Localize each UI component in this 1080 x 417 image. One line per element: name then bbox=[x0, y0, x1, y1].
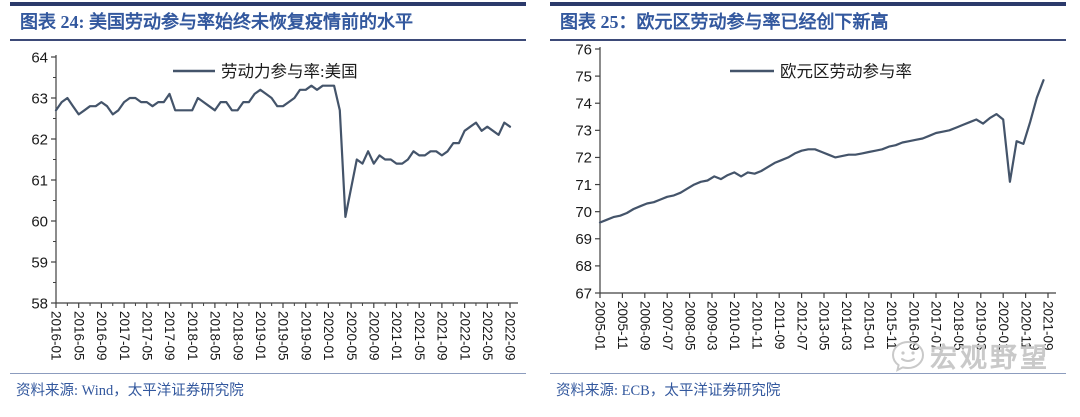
y-tick-label: 63 bbox=[31, 90, 48, 107]
x-tick-label: 2016-09 bbox=[94, 311, 109, 361]
y-tick-label: 62 bbox=[31, 131, 48, 148]
y-tick-label: 75 bbox=[575, 68, 592, 85]
x-tick-label: 2014-03 bbox=[839, 301, 854, 351]
x-tick-label: 2019-03 bbox=[973, 301, 988, 351]
x-tick-label: 2011-09 bbox=[772, 301, 787, 350]
x-tick-label: 2022-01 bbox=[457, 311, 472, 361]
eurozone-labor-participation-chart: 67 68 69 70 71 72 73 74 75 76 2005-01 2005-11 2006-0… bbox=[575, 41, 1056, 350]
x-tick-label: 2018-05 bbox=[208, 311, 223, 361]
figure-25-panel: 图表 25：欧元区劳动参与率已经创下新高 67 68 69 70 71 72 73 74 75 7… bbox=[550, 2, 1066, 400]
figure-25-source-text: 资料来源: ECB，太平洋证券研究院 bbox=[556, 382, 781, 399]
us-labor-participation-chart: 58 59 60 61 62 63 64 2016-01 2016-05 2016-09 2017-… bbox=[31, 49, 518, 360]
x-tick-label: 2006-09 bbox=[637, 301, 652, 351]
x-tick-label: 2008-05 bbox=[682, 301, 697, 351]
x-tick-label: 2019-01 bbox=[253, 311, 268, 361]
x-tick-label: 2018-09 bbox=[230, 311, 245, 361]
x-tick-label: 2005-11 bbox=[615, 301, 630, 350]
x-tick-label: 2012-07 bbox=[794, 301, 809, 351]
y-tick-label: 67 bbox=[575, 285, 592, 302]
x-tick-label: 2019-05 bbox=[276, 311, 291, 361]
x-tick-label: 2021-09 bbox=[1041, 301, 1056, 351]
x-tick-label: 2016-01 bbox=[49, 311, 64, 361]
x-tick-label: 2016-05 bbox=[71, 311, 86, 361]
y-tick-label: 72 bbox=[575, 149, 592, 166]
x-tick-label: 2020-01 bbox=[996, 301, 1011, 351]
x-tick-label: 2019-09 bbox=[298, 311, 313, 361]
x-tick-label: 2022-09 bbox=[503, 311, 518, 361]
x-tick-label: 2022-05 bbox=[480, 311, 495, 361]
series-line bbox=[598, 78, 1045, 224]
x-tick-label: 2017-05 bbox=[139, 311, 154, 361]
axes: 67 68 69 70 71 72 73 74 75 76 2005-01 2005-11 2006-0… bbox=[575, 41, 1056, 350]
legend: 欧元区劳动参与率 bbox=[730, 61, 912, 80]
x-tick-label: 2018-05 bbox=[951, 301, 966, 351]
figure-24-title: 图表 24: 美国劳动参与率始终未恢复疫情前的水平 bbox=[10, 2, 526, 41]
figure-24-panel: 图表 24: 美国劳动参与率始终未恢复疫情前的水平 58 59 60 61 62 63 64… bbox=[10, 2, 526, 400]
x-tick-label: 2009-03 bbox=[705, 301, 720, 351]
x-tick-label: 2005-01 bbox=[593, 301, 608, 351]
x-tick-label: 2021-01 bbox=[389, 311, 404, 361]
y-tick-label: 61 bbox=[31, 172, 48, 189]
x-tick-label: 2021-05 bbox=[412, 311, 427, 361]
x-tick-label: 2020-09 bbox=[366, 311, 381, 361]
y-tick-label: 68 bbox=[575, 258, 592, 275]
x-tick-label: 2015-11 bbox=[884, 301, 899, 350]
y-tick-label: 60 bbox=[31, 213, 48, 230]
y-tick-label: 76 bbox=[575, 41, 592, 58]
legend-label: 劳动力参与率:美国 bbox=[221, 61, 358, 80]
x-tick-label: 2021-09 bbox=[435, 311, 450, 361]
legend-label: 欧元区劳动参与率 bbox=[780, 61, 912, 80]
x-tick-label: 2017-09 bbox=[162, 311, 177, 361]
x-tick-label: 2020-11 bbox=[1018, 301, 1033, 350]
legend: 劳动力参与率:美国 bbox=[173, 61, 358, 80]
x-tick-label: 2010-11 bbox=[749, 301, 764, 350]
axes: 58 59 60 61 62 63 64 2016-01 2016-05 2016-09 2017-… bbox=[31, 49, 518, 360]
x-tick-label: 2017-01 bbox=[117, 311, 132, 361]
figure-24-source-text: 资料来源: Wind，太平洋证券研究院 bbox=[16, 382, 244, 399]
y-tick-label: 58 bbox=[31, 295, 48, 312]
x-tick-label: 2016-09 bbox=[906, 301, 921, 351]
x-tick-label: 2010-01 bbox=[727, 301, 742, 351]
y-tick-label: 59 bbox=[31, 254, 48, 271]
y-tick-label: 71 bbox=[575, 176, 592, 193]
x-tick-label: 2013-05 bbox=[817, 301, 832, 351]
y-tick-label: 74 bbox=[575, 95, 592, 112]
x-tick-label: 2007-07 bbox=[660, 301, 675, 351]
series-line bbox=[54, 84, 512, 218]
figure-25-source-row: 资料来源: ECB，太平洋证券研究院 bbox=[550, 372, 1066, 400]
y-tick-label: 73 bbox=[575, 122, 592, 139]
y-tick-label: 64 bbox=[31, 49, 48, 66]
x-tick-label: 2020-05 bbox=[344, 311, 359, 361]
y-tick-label: 70 bbox=[575, 204, 592, 221]
x-tick-label: 2020-01 bbox=[321, 311, 336, 361]
x-tick-label: 2017-07 bbox=[929, 301, 944, 351]
x-tick-label: 2018-01 bbox=[185, 311, 200, 361]
y-tick-label: 69 bbox=[575, 231, 592, 248]
figure-25-title: 图表 25：欧元区劳动参与率已经创下新高 bbox=[550, 2, 1066, 41]
figure-24-source-row: 资料来源: Wind，太平洋证券研究院 bbox=[10, 372, 526, 400]
x-tick-label: 2015-01 bbox=[861, 301, 876, 351]
